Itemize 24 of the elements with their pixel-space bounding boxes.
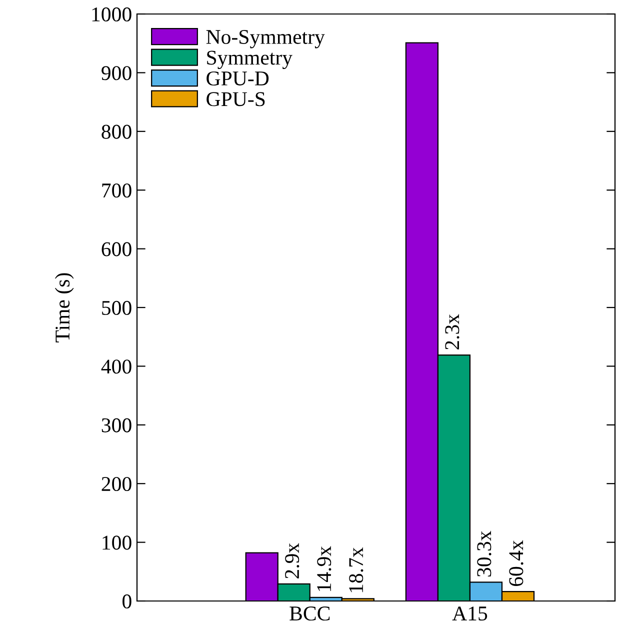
y-tick-label: 0 xyxy=(122,594,132,608)
y-tick-label: 900 xyxy=(102,66,132,80)
legend-label: Symmetry xyxy=(207,50,292,70)
y-axis-title: Time (s) xyxy=(54,273,74,342)
legend-label: GPU-D xyxy=(206,71,269,86)
y-tick-label: 700 xyxy=(102,183,132,198)
y-tick-label: 400 xyxy=(101,360,132,374)
annotation: 14.9x xyxy=(317,546,332,591)
y-tick-label: 600 xyxy=(102,242,132,256)
x-tick-label: BCC xyxy=(290,606,330,621)
y-tick-label: 200 xyxy=(102,476,132,492)
annotation: 2.3x xyxy=(445,314,460,350)
x-tick-label: A15 xyxy=(452,606,488,621)
annotation: 30.3x xyxy=(477,530,492,577)
y-tick-label: 1000 xyxy=(92,7,132,22)
y-tick-label: 800 xyxy=(102,124,132,139)
legend-label: GPU-S xyxy=(206,92,265,106)
y-tick-label: 300 xyxy=(102,418,132,432)
y-tick-label: 500 xyxy=(102,300,132,315)
y-tick-label: 100 xyxy=(102,536,132,550)
annotation: 2.9x xyxy=(285,543,300,578)
annotation: 60.4x xyxy=(509,540,524,586)
legend-label: No-Symmetry xyxy=(206,30,325,48)
annotation: 18.7x xyxy=(349,547,364,592)
